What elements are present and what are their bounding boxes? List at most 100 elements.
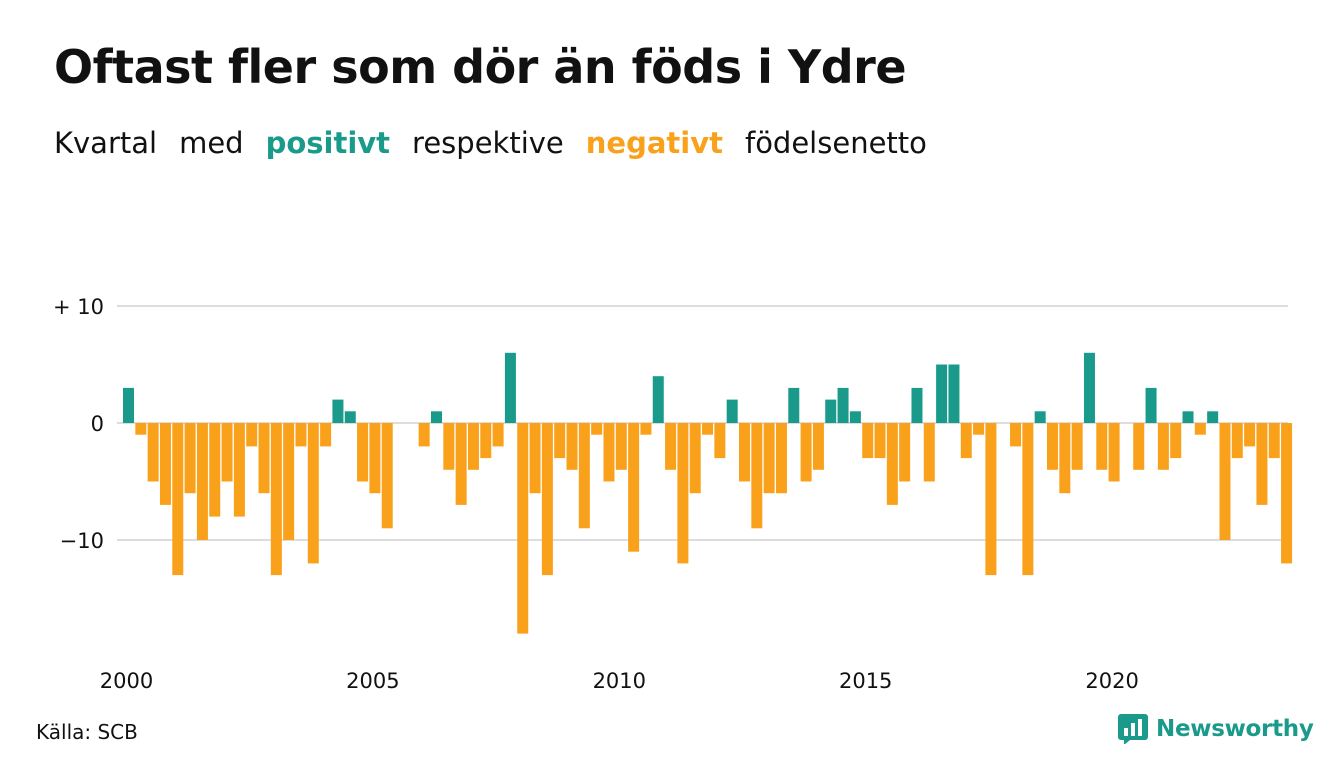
negative-bar — [874, 423, 886, 459]
negative-bar — [517, 423, 529, 634]
negative-bar — [320, 423, 332, 447]
negative-bar — [221, 423, 233, 482]
negative-bar — [1059, 423, 1071, 494]
x-tick-label: 2000 — [100, 669, 153, 693]
negative-bar — [467, 423, 479, 470]
y-tick-label: −10 — [60, 529, 104, 553]
negative-bar — [258, 423, 270, 494]
negative-bar — [591, 423, 603, 435]
negative-bar — [357, 423, 369, 482]
negative-bar — [295, 423, 307, 447]
negative-bar — [960, 423, 972, 459]
negative-bar — [1133, 423, 1145, 470]
positive-bar — [123, 387, 134, 423]
brand-logo: Newsworthy — [1118, 714, 1314, 744]
x-tick-label: 2020 — [1085, 669, 1138, 693]
chart-title: Oftast fler som dör än föds i Ydre — [54, 40, 907, 94]
negative-bar — [1047, 423, 1058, 470]
negative-bar — [677, 423, 689, 564]
negative-bar — [1256, 423, 1268, 505]
negative-bar — [1071, 423, 1083, 470]
negative-bar — [480, 423, 492, 459]
negative-bar — [196, 423, 208, 540]
y-tick-label: 0 — [91, 412, 104, 436]
negative-bar — [233, 423, 245, 517]
negative-bar — [862, 423, 874, 459]
negative-bar — [1170, 423, 1182, 459]
negative-bar — [1096, 423, 1108, 470]
negative-bar — [1244, 423, 1256, 447]
negative-bar — [566, 423, 578, 470]
newsworthy-logo-icon — [1118, 714, 1148, 744]
negative-bar — [381, 423, 393, 529]
positive-bar — [504, 352, 516, 423]
negative-bar — [172, 423, 184, 576]
positive-bar — [1145, 387, 1157, 423]
negative-bar — [455, 423, 467, 505]
negative-bar — [751, 423, 763, 529]
negative-bar — [603, 423, 615, 482]
negative-bar — [209, 423, 221, 517]
negative-bar — [147, 423, 159, 482]
negative-bar — [1010, 423, 1022, 447]
negative-bar — [1268, 423, 1280, 459]
negative-bar — [578, 423, 590, 529]
positive-bar — [837, 387, 849, 423]
positive-bar — [1034, 411, 1046, 423]
negative-bar — [985, 423, 997, 576]
positive-bar — [726, 399, 738, 423]
negative-bar — [923, 423, 935, 482]
positive-bar — [825, 399, 837, 423]
subtitle-word-respektive: respektive — [412, 126, 564, 160]
source-note: Källa: SCB — [36, 720, 138, 744]
negative-bar — [1231, 423, 1243, 459]
negative-bar — [1022, 423, 1034, 576]
negative-bar — [541, 423, 553, 576]
negative-bar — [702, 423, 714, 435]
positive-bar — [936, 364, 948, 423]
negative-bar — [615, 423, 627, 470]
positive-bar — [344, 411, 356, 423]
x-tick-label: 2010 — [593, 669, 646, 693]
subtitle-word-kvartal: Kvartal — [54, 126, 158, 160]
negative-bar — [554, 423, 566, 459]
negative-bar — [800, 423, 812, 482]
negative-bar — [1157, 423, 1169, 470]
negative-bar — [640, 423, 652, 435]
legend-negative-label: negativt — [585, 126, 723, 160]
positive-bar — [1083, 352, 1095, 423]
negative-bar — [369, 423, 381, 494]
negative-bar — [739, 423, 750, 482]
negative-bar — [899, 423, 911, 482]
negative-bar — [665, 423, 677, 470]
negative-bar — [763, 423, 775, 494]
negative-bar — [135, 423, 147, 435]
negative-bar — [1219, 423, 1231, 540]
y-tick-label: + 10 — [53, 295, 104, 319]
negative-bar — [283, 423, 295, 540]
legend-positive-label: positivt — [265, 126, 391, 160]
positive-bar — [431, 411, 442, 423]
positive-bar — [332, 399, 344, 423]
negative-bar — [1194, 423, 1206, 435]
chart-subtitle: Kvartal med positivt respektive negativt föde… — [54, 126, 949, 160]
subtitle-word-med: med — [179, 126, 244, 160]
negative-bar — [418, 423, 430, 447]
positive-bar — [1207, 411, 1219, 423]
positive-bar — [911, 387, 923, 423]
positive-bar — [788, 387, 800, 423]
negative-bar — [1108, 423, 1120, 482]
positive-bar — [1182, 411, 1194, 423]
positive-bar — [849, 411, 861, 423]
negative-bar — [714, 423, 726, 459]
negative-bar — [628, 423, 640, 552]
negative-bar — [775, 423, 787, 494]
negative-bar — [159, 423, 171, 505]
brand-name: Newsworthy — [1156, 716, 1314, 742]
negative-bar — [246, 423, 258, 447]
negative-bar — [886, 423, 898, 505]
negative-bar — [184, 423, 196, 494]
negative-bar — [529, 423, 541, 494]
negative-bar — [1281, 423, 1293, 564]
negative-bar — [812, 423, 824, 470]
